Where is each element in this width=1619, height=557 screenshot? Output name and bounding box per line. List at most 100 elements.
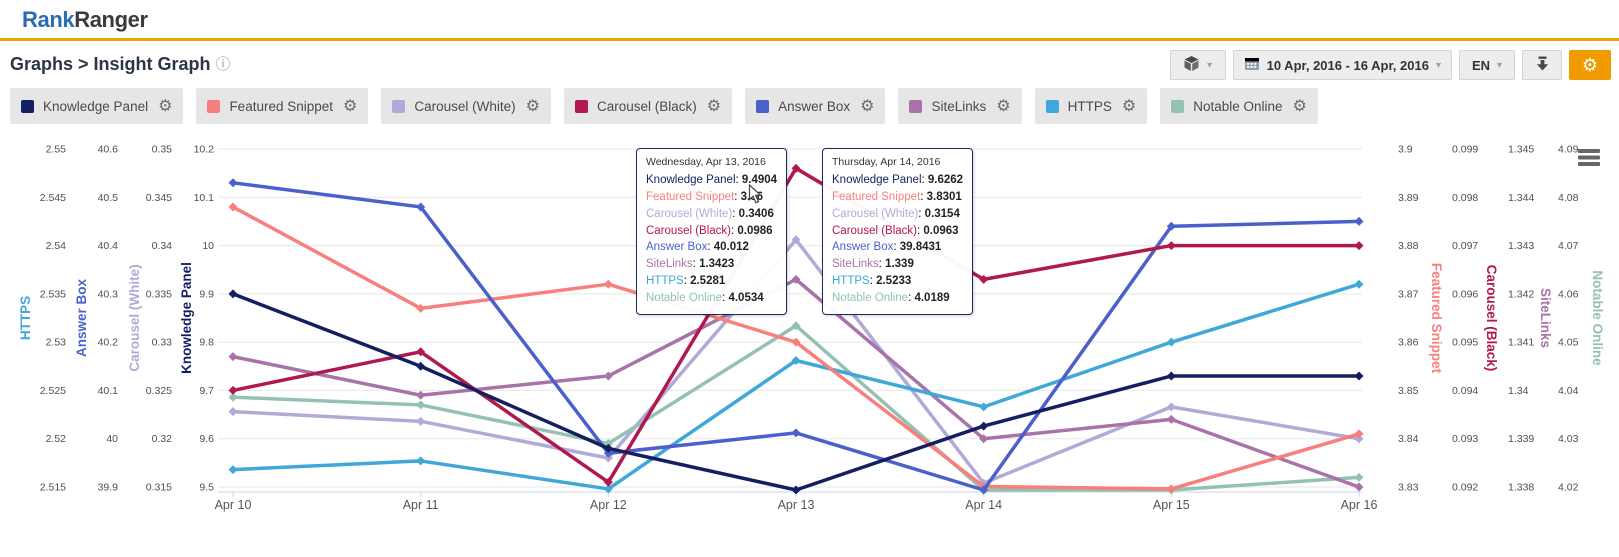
data-point[interactable] [979,421,989,431]
data-point[interactable] [1354,472,1364,482]
data-point[interactable] [1166,371,1176,381]
data-point[interactable] [1166,221,1176,231]
data-point[interactable] [791,428,801,438]
data-point[interactable] [416,390,426,400]
data-point[interactable] [416,202,426,212]
chart-tooltip: Thursday, Apr 14, 2016 Knowledge Panel: 9… [822,148,974,315]
data-point[interactable] [603,453,613,463]
axis-tick-label: 0.098 [1452,192,1478,204]
data-point[interactable] [416,400,426,410]
legend-gear-icon[interactable]: ⚙ [1292,98,1307,115]
data-point[interactable] [1354,371,1364,381]
data-point[interactable] [228,465,238,475]
series-carousel-black[interactable] [228,163,1364,487]
data-point[interactable] [791,355,801,365]
series-knowledge-panel[interactable] [228,289,1364,495]
data-point[interactable] [1166,414,1176,424]
data-point[interactable] [228,178,238,188]
download-icon [1534,55,1551,75]
data-point[interactable] [791,235,801,245]
chart-area[interactable]: Apr 10 Apr 11 Apr 12 Apr 13 Apr 14 Apr 15 Apr … [0,129,1619,552]
series-carousel-white[interactable] [228,235,1364,488]
data-point[interactable] [228,385,238,395]
data-point[interactable] [603,279,613,289]
series-sitelinks[interactable] [228,274,1364,492]
data-point[interactable] [791,274,801,284]
data-point[interactable] [416,303,426,313]
series-notable-online[interactable] [228,321,1364,495]
axis-tick-label: 10.2 [194,144,215,156]
data-point[interactable] [228,202,238,212]
data-point[interactable] [228,289,238,299]
legend-gear-icon[interactable]: ⚙ [158,98,173,115]
data-point[interactable] [1354,482,1364,492]
tooltip-row: SiteLinks: 1.339 [832,258,914,271]
language-selector[interactable]: EN ▾ [1459,50,1515,80]
axis-tick-label: 2.545 [40,192,66,204]
date-range-picker[interactable]: 10 Apr, 2016 - 16 Apr, 2016 ▾ [1232,50,1452,80]
data-point[interactable] [1166,484,1176,494]
data-point[interactable] [416,416,426,426]
axis-tick-label: 0.325 [146,385,172,397]
data-point[interactable] [1166,402,1176,412]
data-point[interactable] [228,407,238,417]
data-point[interactable] [416,456,426,466]
data-point[interactable] [228,352,238,362]
data-point[interactable] [979,434,989,444]
series-answer-box[interactable] [228,178,1364,495]
legend-chip-https[interactable]: HTTPS ⚙ [1034,88,1148,124]
legend-gear-icon[interactable]: ⚙ [343,98,358,115]
download-button[interactable] [1522,50,1562,80]
legend-chip-carousel-white[interactable]: Carousel (White) ⚙ [381,88,551,124]
data-point[interactable] [1354,241,1364,251]
settings-button[interactable]: ⚙ [1569,50,1611,80]
legend-gear-icon[interactable]: ⚙ [525,98,540,115]
data-point[interactable] [979,402,989,412]
legend-gear-icon[interactable]: ⚙ [1121,98,1137,115]
tooltip-row: Featured Snippet: 3.8301 [832,191,962,204]
data-point[interactable] [979,274,989,284]
axis-tick-label: 2.52 [46,433,67,445]
chart-context-menu-icon[interactable] [1578,149,1600,166]
legend-chip-answer-box[interactable]: Answer Box ⚙ [745,88,886,124]
legend-gear-icon[interactable]: ⚙ [996,98,1011,115]
legend-gear-icon[interactable]: ⚙ [860,98,875,115]
cube-icon [1183,55,1200,75]
data-point[interactable] [603,443,613,453]
data-point[interactable] [1354,279,1364,289]
breadcrumb[interactable]: Graphs > Insight Graph ⓘ [10,53,231,75]
data-point[interactable] [791,337,801,347]
axis-tick-label: 9.5 [199,482,214,494]
data-point[interactable] [603,371,613,381]
data-point[interactable] [1354,429,1364,439]
legend-chip-featured-snippet[interactable]: Featured Snippet ⚙ [196,88,369,124]
axis-tick-label: 1.342 [1508,288,1534,300]
page-toolbar: Graphs > Insight Graph ⓘ ▾ [0,44,1619,86]
view-selector-button[interactable]: ▾ [1169,50,1226,80]
series-https[interactable] [228,279,1364,494]
axis-tick-label: 3.88 [1398,240,1419,252]
data-point[interactable] [228,392,238,402]
data-point[interactable] [603,477,613,487]
legend-chip-knowledge-panel[interactable]: Knowledge Panel ⚙ [10,88,184,124]
data-point[interactable] [416,361,426,371]
rankranger-logo[interactable]: RankRanger [22,7,148,33]
insight-chart-svg[interactable]: Apr 10 Apr 11 Apr 12 Apr 13 Apr 14 Apr 15 Apr … [0,129,1619,552]
legend-chip-notable-online[interactable]: Notable Online ⚙ [1160,88,1318,124]
axis-tick-label: 1.343 [1508,240,1534,252]
data-point[interactable] [603,448,613,458]
legend-chip-carousel-black[interactable]: Carousel (Black) ⚙ [563,88,733,124]
data-point[interactable] [416,347,426,357]
data-point[interactable] [1166,241,1176,251]
legend-gear-icon[interactable]: ⚙ [706,98,722,115]
data-point[interactable] [979,485,989,495]
info-icon[interactable]: ⓘ [215,56,231,73]
legend-chip-sitelinks[interactable]: SiteLinks ⚙ [898,88,1022,124]
data-point[interactable] [603,484,613,494]
data-point[interactable] [791,163,801,173]
data-point[interactable] [1354,216,1364,226]
data-point[interactable] [1354,434,1364,444]
data-point[interactable] [791,485,801,495]
data-point[interactable] [1166,337,1176,347]
data-point[interactable] [791,321,801,331]
